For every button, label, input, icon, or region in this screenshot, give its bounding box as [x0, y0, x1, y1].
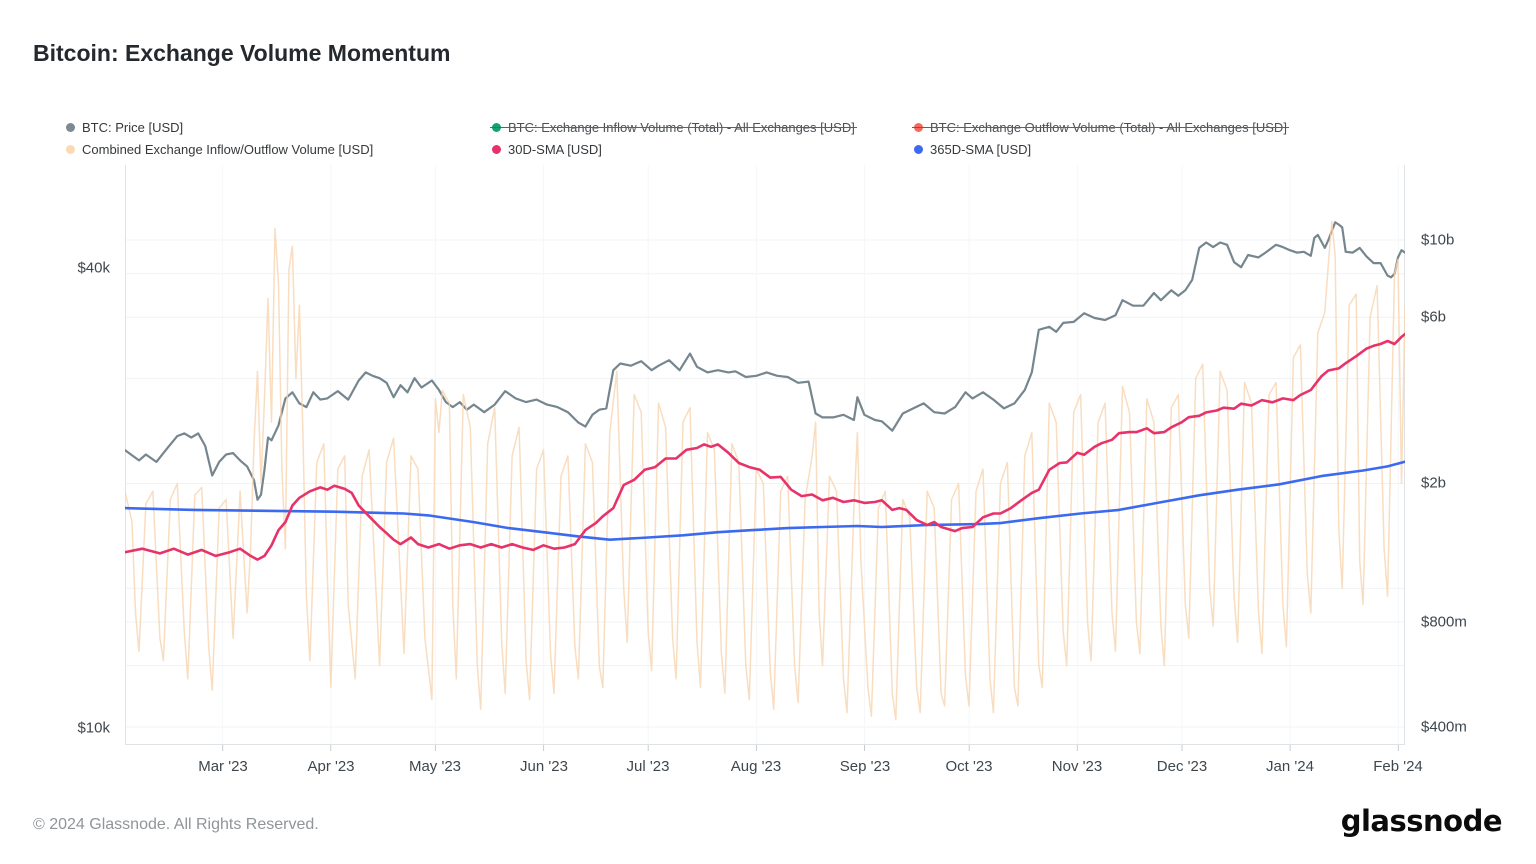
- x-axis-tick-label: Nov '23: [1051, 758, 1103, 775]
- chart-plot-area[interactable]: [125, 165, 1405, 757]
- y-axis-right-tick-label: $6b: [1421, 308, 1447, 326]
- legend-item-label: Combined Exchange Inflow/Outflow Volume …: [82, 141, 374, 157]
- glassnode-logo: glassnode: [1340, 804, 1503, 838]
- legend-swatch-icon: [492, 144, 501, 154]
- y-axis-right-tick-label: $2b: [1421, 474, 1447, 492]
- legend-item[interactable]: BTC: Exchange Outflow Volume (Total) - A…: [912, 120, 1289, 135]
- legend-item[interactable]: BTC: Price [USD]: [64, 120, 185, 135]
- y-axis-right-tick-label: $10b: [1421, 231, 1455, 249]
- chart-legend: BTC: Price [USD] BTC: Exchange Inflow Vol…: [64, 116, 1464, 160]
- x-axis-tick-label: Mar '23: [198, 758, 248, 775]
- y-axis-right-tick-label: $400m: [1421, 718, 1467, 736]
- legend-item[interactable]: 365D-SMA [USD]: [912, 142, 1033, 157]
- legend-swatch-icon: [66, 144, 75, 154]
- x-axis-tick-label: Apr '23: [307, 758, 355, 775]
- x-axis-tick-label: May '23: [408, 758, 462, 775]
- legend-item[interactable]: 30D-SMA [USD]: [490, 142, 604, 157]
- chart-svg[interactable]: [125, 165, 1405, 757]
- x-axis-tick-label: Feb '24: [1373, 758, 1423, 775]
- legend-item[interactable]: Combined Exchange Inflow/Outflow Volume …: [64, 142, 375, 157]
- copyright-text: © 2024 Glassnode. All Rights Reserved.: [33, 816, 319, 833]
- y-axis-left-tick-label: $40k: [77, 259, 110, 277]
- x-axis-tick-label: Jul '23: [626, 758, 670, 775]
- legend-swatch-icon: [492, 122, 501, 132]
- x-axis-tick-label: Jan '24: [1266, 758, 1314, 775]
- x-axis-tick-label: Jun '23: [520, 758, 568, 775]
- y-axis-right-tick-label: $800m: [1421, 613, 1467, 631]
- legend-row: Combined Exchange Inflow/Outflow Volume …: [64, 138, 1464, 160]
- y-axis-left-tick-label: $10k: [77, 719, 110, 737]
- legend-swatch-icon: [914, 144, 923, 154]
- x-axis-tick-label: Sep '23: [839, 758, 891, 775]
- x-axis-tick-label: Dec '23: [1156, 758, 1208, 775]
- legend-item-label: BTC: Price [USD]: [82, 119, 184, 135]
- legend-item-label: BTC: Exchange Outflow Volume (Total) - A…: [930, 119, 1287, 135]
- page-title: Bitcoin: Exchange Volume Momentum: [33, 40, 451, 66]
- x-axis-tick-label: Oct '23: [945, 758, 993, 775]
- legend-swatch-icon: [66, 122, 75, 132]
- x-axis-tick-label: Aug '23: [730, 758, 782, 775]
- legend-item-label: 30D-SMA [USD]: [508, 141, 602, 157]
- legend-row: BTC: Price [USD] BTC: Exchange Inflow Vol…: [64, 116, 1464, 138]
- legend-swatch-icon: [914, 122, 923, 132]
- legend-item-label: BTC: Exchange Inflow Volume (Total) - Al…: [508, 119, 855, 135]
- legend-item[interactable]: BTC: Exchange Inflow Volume (Total) - Al…: [490, 120, 857, 135]
- legend-item-label: 365D-SMA [USD]: [930, 141, 1032, 157]
